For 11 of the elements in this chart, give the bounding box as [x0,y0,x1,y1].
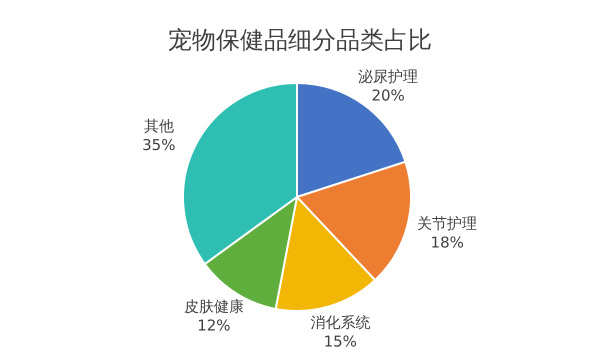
slice-label: 其他 [144,116,174,135]
slice-label: 泌尿护理 [358,67,418,86]
data-label: 18% [430,234,464,252]
data-label: 15% [324,332,357,351]
slice-label: 消化系统 [310,314,370,332]
data-label: 20% [371,86,405,104]
data-label: 12% [197,316,231,334]
data-label: 35% [142,136,176,154]
chart-title: 宠物保健品细分品类占比 [168,26,432,54]
slice-label: 关节护理 [417,214,478,233]
slice-label: 皮肤健康 [184,297,244,316]
